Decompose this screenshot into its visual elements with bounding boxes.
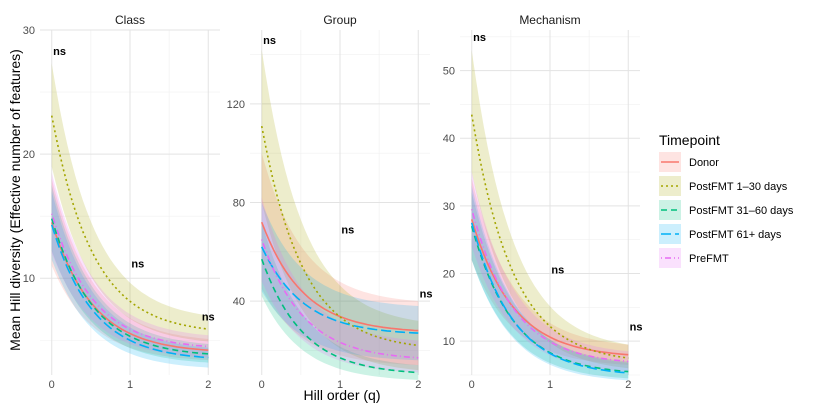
- line-postfmt-1-30-days: [50, 115, 209, 330]
- ribbon-postfmt-61-days: [261, 202, 419, 361]
- ribbon-postfmt-61-days: [471, 185, 629, 381]
- panel-mechanism: Mechanism 10 20 30 40 50 0 1 2 ns ns ns: [443, 13, 643, 391]
- panel-class: Class 10 20 30 0 1 2 ns ns ns: [23, 13, 220, 391]
- significance-label: ns: [263, 35, 276, 47]
- legend-label: PostFMT 1–30 days: [689, 181, 788, 193]
- y-tick-label: 50: [443, 66, 455, 78]
- ribbon-donor: [51, 178, 209, 361]
- legend-entry: PostFMT 1–30 days: [659, 176, 788, 196]
- legend: Timepoint Donor PostFMT 1–30 days PostFMT …: [659, 132, 794, 268]
- ribbon-postfmt-1-30-days: [51, 63, 209, 342]
- y-tick-label: 10: [23, 273, 35, 285]
- legend-key: [659, 200, 681, 220]
- y-tick-label: 80: [233, 198, 245, 210]
- x-axis-title: Hill order (q): [303, 387, 380, 403]
- significance-label: ns: [630, 321, 643, 333]
- y-tick-label: 40: [233, 296, 245, 308]
- x-tick-label: 0: [49, 379, 55, 391]
- ribbon-postfmt-31-60-days: [261, 222, 419, 380]
- significance-label: ns: [551, 264, 564, 276]
- x-tick-label: 1: [127, 379, 133, 391]
- line-prefmt: [470, 209, 629, 363]
- legend-label: PreFMT: [689, 253, 729, 265]
- panel-title: Mechanism: [519, 13, 580, 27]
- line-postfmt-31-60-days: [260, 258, 419, 374]
- legend-title: Timepoint: [659, 132, 720, 148]
- line-prefmt: [50, 213, 209, 348]
- x-tick-label: 2: [415, 379, 421, 391]
- legend-key: [659, 176, 681, 196]
- legend-entry: PostFMT 61+ days: [659, 224, 782, 244]
- legend-label: PostFMT 61+ days: [689, 229, 782, 241]
- ribbon-donor: [261, 153, 419, 366]
- line-postfmt-61-days: [260, 246, 419, 334]
- significance-label: ns: [53, 46, 66, 58]
- ribbon-postfmt-31-60-days: [51, 185, 209, 363]
- legend-label: PostFMT 31–60 days: [689, 205, 794, 217]
- y-tick-label: 40: [443, 133, 455, 145]
- line-postfmt-1-30-days: [260, 125, 419, 347]
- y-tick-label: 120: [227, 99, 245, 111]
- y-tick-label: 30: [443, 201, 455, 213]
- line-postfmt-31-60-days: [50, 218, 209, 355]
- significance-label: ns: [131, 258, 144, 270]
- significance-label: ns: [341, 225, 354, 237]
- ribbon-prefmt: [261, 197, 419, 373]
- x-tick-label: 2: [205, 379, 211, 391]
- x-tick-label: 1: [547, 379, 553, 391]
- x-tick-label: 0: [259, 379, 265, 391]
- panel-group: Group 40 80 120 0 1 2 ns ns ns: [227, 13, 433, 391]
- line-donor: [260, 221, 419, 332]
- line-prefmt: [260, 239, 419, 359]
- y-tick-label: 20: [443, 269, 455, 281]
- ribbon-postfmt-31-60-days: [471, 192, 629, 379]
- significance-label: ns: [473, 32, 486, 44]
- legend-label: Donor: [689, 157, 719, 169]
- ribbon-prefmt: [51, 172, 209, 358]
- panel-title: Group: [323, 13, 357, 27]
- y-tick-label: 30: [23, 25, 35, 37]
- ribbon-postfmt-61-days: [51, 191, 209, 368]
- x-tick-label: 1: [337, 379, 343, 391]
- legend-entry: Donor: [659, 152, 719, 172]
- legend-entry: PreFMT: [659, 248, 729, 268]
- y-tick-label: 20: [23, 149, 35, 161]
- significance-label: ns: [202, 312, 215, 324]
- line-postfmt-61-days: [50, 224, 209, 359]
- ribbon-postfmt-1-30-days: [471, 50, 629, 369]
- x-tick-label: 0: [469, 379, 475, 391]
- line-donor: [470, 219, 629, 356]
- significance-label: ns: [420, 289, 433, 301]
- x-tick-label: 2: [625, 379, 631, 391]
- legend-items: Donor PostFMT 1–30 days PostFMT 31–60 days…: [659, 152, 794, 268]
- ribbon-prefmt: [471, 172, 629, 372]
- line-postfmt-61-days: [470, 222, 629, 374]
- y-tick-label: 10: [443, 336, 455, 348]
- y-axis-title: Mean Hill diversity (Effective number of…: [7, 49, 23, 351]
- legend-entry: PostFMT 31–60 days: [659, 200, 794, 220]
- panel-title: Class: [115, 13, 145, 27]
